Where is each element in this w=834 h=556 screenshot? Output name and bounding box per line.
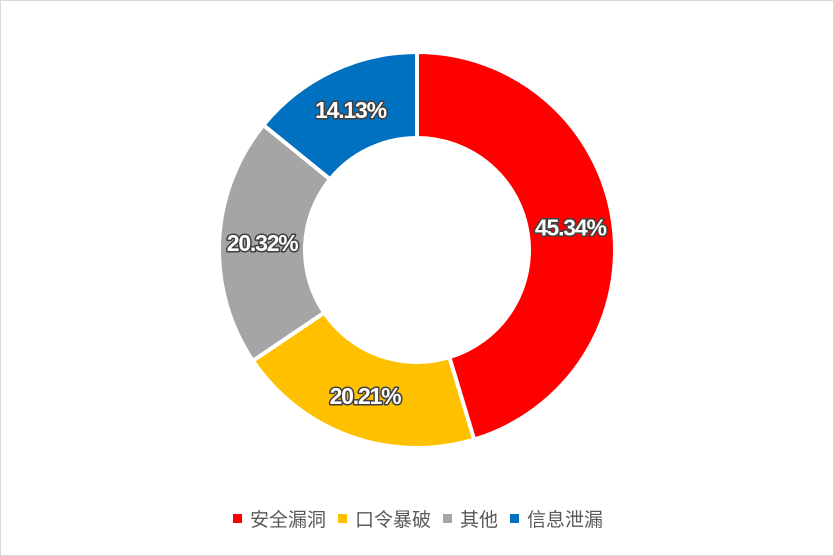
legend-swatch-icon	[232, 514, 242, 523]
chart-legend: 安全漏洞 口令暴破 其他 信息泄漏	[1, 505, 834, 532]
data-label-3: 20.32%	[227, 230, 299, 256]
donut-slice-2	[250, 309, 477, 450]
legend-label: 其他	[460, 509, 499, 531]
legend-swatch-icon	[510, 514, 520, 523]
donut-data-labels: 45.34% 20.21% 20.32% 14.13%	[225, 96, 609, 411]
donut-slice-1	[415, 49, 617, 443]
legend-swatch-icon	[337, 514, 347, 523]
donut-slices	[217, 49, 617, 450]
legend-label: 口令暴破	[354, 509, 431, 531]
legend-label: 安全漏洞	[249, 509, 326, 531]
legend-label: 信息泄漏	[527, 509, 604, 531]
legend-item-3: 其他	[443, 505, 498, 532]
legend-item-4: 信息泄漏	[510, 505, 603, 532]
donut-chart: 45.34% 20.21% 20.32% 14.13%	[217, 49, 617, 450]
legend-item-1: 安全漏洞	[232, 505, 326, 532]
data-label-1: 45.34%	[535, 214, 607, 240]
legend-item-2: 口令暴破	[337, 505, 431, 532]
data-label-2: 20.21%	[330, 383, 402, 409]
donut-slice-4	[260, 49, 419, 183]
donut-slice-3	[217, 122, 333, 364]
data-label-4: 14.13%	[315, 97, 387, 123]
legend-swatch-icon	[443, 514, 452, 523]
